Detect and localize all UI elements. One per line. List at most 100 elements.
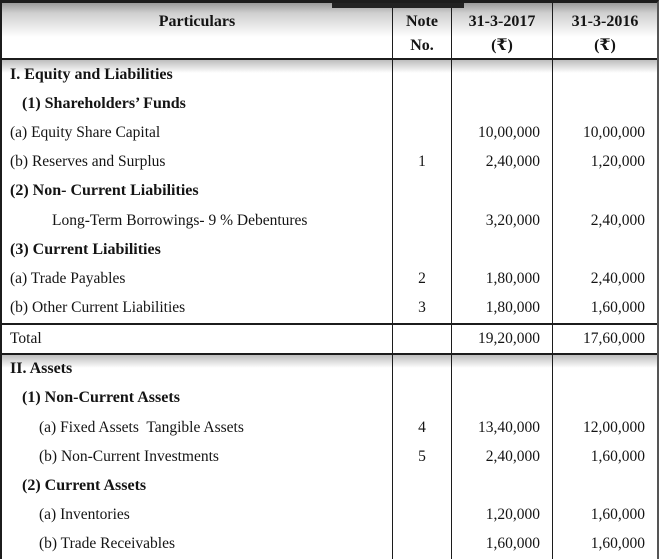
row-note-number: 4	[393, 413, 452, 443]
row-note-number	[393, 354, 452, 384]
row-value-2016: 2,40,000	[590, 269, 645, 287]
row-note-number	[393, 235, 452, 265]
table-row: (a) Trade Payables 2 1,80,000 2,40,000	[2, 264, 657, 294]
row-label: (b) Other Current Liabilities	[2, 293, 393, 323]
row-value-2016: 10,00,000	[583, 123, 645, 141]
table-row: (a) Inventories 1,20,000 1,60,000	[2, 500, 657, 530]
row-label: (2) Current Assets	[2, 471, 393, 501]
row-label: (1) Shareholders’ Funds	[2, 89, 393, 119]
row-note-number	[393, 471, 452, 501]
header-cell-2016: 31-3-2016 (₹)	[553, 3, 657, 58]
row-value-2017: 2,40,000	[452, 147, 553, 177]
row-value-2017: 2,40,000	[452, 442, 553, 472]
row-note-number: 1	[393, 147, 452, 177]
row-note-number: 3	[393, 293, 452, 323]
row-note-number	[393, 500, 452, 530]
table-body: I. Equity and Liabilities (1) Shareholde…	[2, 60, 657, 559]
scan-artifact-bar	[332, 3, 464, 8]
table-row: (b) Trade Receivables 1,60,000 1,60,000	[2, 529, 657, 559]
header-2016-date: 31-3-2016	[571, 13, 639, 30]
table-row: I. Equity and Liabilities	[2, 60, 657, 90]
row-value-2017	[452, 354, 553, 384]
row-value-2016: 1,60,000	[590, 535, 645, 553]
row-label: (a) Equity Share Capital	[2, 118, 393, 148]
table-row: (b) Other Current Liabilities 3 1,80,000…	[2, 293, 657, 323]
row-label: (1) Non-Current Assets	[2, 383, 393, 414]
table-row: (2) Non- Current Liabilities	[2, 176, 657, 206]
header-2017-currency: (₹)	[491, 37, 513, 54]
row-label: (a) Inventories	[2, 500, 393, 530]
row-note-number	[393, 205, 452, 236]
row-value-2016: 2,40,000	[590, 211, 645, 229]
row-value-2017: 1,60,000	[452, 529, 553, 559]
row-value-2017: 13,40,000	[452, 413, 553, 443]
table-row: (a) Fixed Assets Tangible Assets 4 13,40…	[2, 413, 657, 443]
table-row: (2) Current Assets	[2, 471, 657, 501]
row-label: II. Assets	[2, 354, 393, 384]
row-value-2016: 17,60,000	[583, 329, 645, 347]
row-value-2017	[452, 471, 553, 501]
row-value-2016: 1,60,000	[590, 506, 645, 524]
row-value-2017	[452, 60, 553, 90]
row-note-number	[393, 324, 452, 353]
row-value-2016	[553, 235, 657, 264]
row-value-2016	[553, 355, 657, 384]
row-value-2017	[452, 235, 553, 265]
row-value-2016	[553, 89, 657, 118]
row-label: (a) Fixed Assets Tangible Assets	[2, 413, 393, 443]
row-label: (a) Trade Payables	[2, 264, 393, 294]
row-value-2017: 10,00,000	[452, 118, 553, 148]
row-note-number	[393, 176, 452, 206]
row-value-2017	[452, 176, 553, 206]
row-value-2016: 1,60,000	[590, 299, 645, 317]
header-cell-particulars: Particulars	[2, 3, 393, 58]
row-value-2017: 1,20,000	[452, 500, 553, 530]
row-label: Total	[2, 324, 393, 353]
row-value-2017: 1,80,000	[452, 293, 553, 323]
row-label: Long-Term Borrowings- 9 % Debentures	[2, 205, 393, 236]
table-row: (a) Equity Share Capital 10,00,000 10,00…	[2, 118, 657, 148]
table-row: (b) Non-Current Investments 5 2,40,000 1…	[2, 442, 657, 472]
header-cell-2017: 31-3-2017 (₹)	[452, 3, 553, 58]
row-value-2016: 1,60,000	[590, 447, 645, 465]
table-row: (1) Non-Current Assets	[2, 383, 657, 414]
row-label: (2) Non- Current Liabilities	[2, 176, 393, 206]
header-note-line1: Note	[406, 13, 438, 30]
row-value-2017	[452, 383, 553, 414]
row-label: I. Equity and Liabilities	[2, 60, 393, 90]
table-row: II. Assets	[2, 354, 657, 384]
row-note-number	[393, 118, 452, 148]
table-row: Long-Term Borrowings- 9 % Debentures 3,2…	[2, 205, 657, 236]
row-value-2016	[553, 471, 657, 500]
header-2017-date: 31-3-2017	[468, 13, 536, 30]
table-header: Particulars Note No. 31-3-2017 (₹) 31-3-…	[2, 3, 657, 60]
row-value-2017: 3,20,000	[452, 205, 553, 236]
row-value-2016	[553, 177, 657, 206]
row-value-2016	[553, 60, 657, 89]
row-value-2017: 1,80,000	[452, 264, 553, 294]
row-label: (b) Reserves and Surplus	[2, 147, 393, 177]
header-cell-note: Note No.	[393, 3, 452, 58]
row-note-number	[393, 60, 452, 90]
row-label: (b) Trade Receivables	[2, 529, 393, 559]
row-value-2017	[452, 89, 553, 119]
table-row: (3) Current Liabilities	[2, 235, 657, 265]
table-row: (1) Shareholders’ Funds	[2, 89, 657, 119]
row-value-2017: 19,20,000	[452, 324, 553, 353]
row-label: (3) Current Liabilities	[2, 235, 393, 265]
row-note-number	[393, 529, 452, 559]
header-note-line2: No.	[410, 37, 434, 54]
row-note-number: 2	[393, 264, 452, 294]
table-row: (b) Reserves and Surplus 1 2,40,000 1,20…	[2, 147, 657, 177]
row-value-2016: 12,00,000	[583, 418, 645, 436]
header-particulars-label: Particulars	[158, 13, 236, 30]
header-2016-currency: (₹)	[594, 37, 616, 54]
row-note-number: 5	[393, 442, 452, 472]
row-note-number	[393, 383, 452, 414]
row-note-number	[393, 89, 452, 119]
row-label: (b) Non-Current Investments	[2, 442, 393, 472]
row-value-2016: 1,20,000	[590, 153, 645, 171]
table-row: Total 19,20,000 17,60,000	[2, 322, 657, 355]
row-value-2016	[553, 384, 657, 413]
